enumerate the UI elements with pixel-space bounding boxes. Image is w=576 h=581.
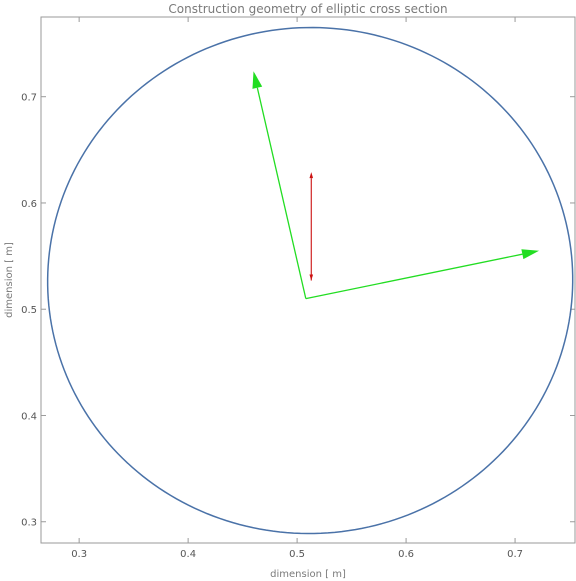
y-tick-label: 0.5 [21, 305, 37, 316]
x-tick-label: 0.4 [180, 549, 196, 560]
y-axis-label: dimension [ m] [4, 242, 15, 318]
x-tick-label: 0.3 [71, 549, 87, 560]
vector-arrowhead [252, 71, 263, 89]
vector-arrowhead [309, 172, 314, 179]
x-tick-label: 0.6 [398, 549, 414, 560]
axis-ticks: 0.3 0.4 0.5 0.6 0.7 0.3 0.4 0.5 0.6 0.7 [21, 17, 575, 560]
vector-shaft [305, 253, 523, 300]
x-tick-label: 0.7 [507, 549, 523, 560]
plot-frame [40, 16, 576, 544]
y-tick-label: 0.4 [21, 411, 37, 422]
x-tick-label: 0.5 [289, 549, 305, 560]
ellipse-outline [46, 26, 574, 535]
y-tick-label: 0.7 [21, 93, 37, 104]
chart-title: Construction geometry of elliptic cross … [168, 2, 447, 16]
y-tick-label: 0.6 [21, 199, 37, 210]
vector-arrowhead-tail [309, 274, 314, 281]
vector-arrowhead [521, 249, 540, 260]
vector-shaft [256, 87, 307, 299]
plot-marks [46, 26, 574, 535]
y-tick-label: 0.3 [21, 518, 37, 529]
x-axis-label: dimension [ m] [270, 569, 346, 580]
